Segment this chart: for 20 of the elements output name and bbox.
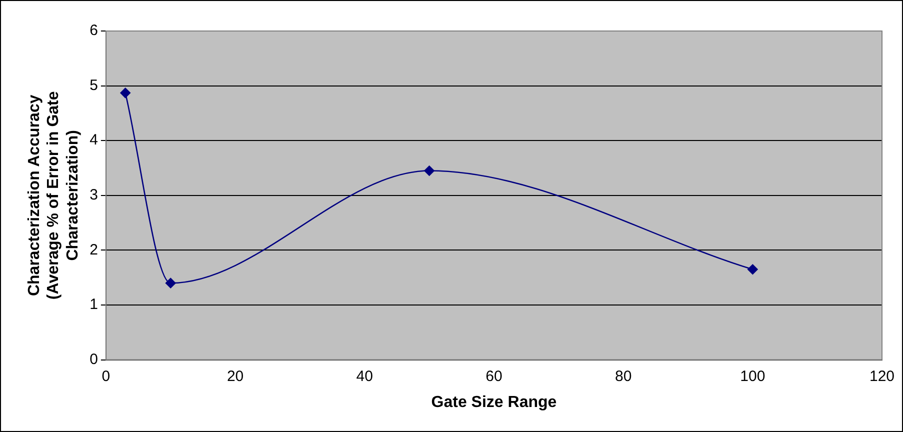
x-tick-label: 120: [869, 368, 895, 385]
point: [120, 88, 130, 98]
y-tick-label: 0: [90, 350, 98, 368]
y-tick-label: 5: [90, 76, 98, 94]
point: [165, 278, 176, 288]
y-tick-label: 1: [90, 296, 98, 314]
x-tick-label: 20: [226, 368, 244, 385]
y-tick-label: 3: [90, 186, 98, 204]
y-axis-title: Characterization Accuracy (Average % of Error in Gate Characterization): [26, 91, 82, 300]
y-tick-label: 2: [90, 241, 98, 258]
x-tick-label: 60: [486, 368, 502, 385]
x-tick-label: 80: [614, 368, 632, 385]
x-axis-title: Gate Size Range: [431, 394, 557, 411]
point: [424, 166, 434, 176]
x-tick-label: 0: [102, 368, 110, 385]
x-tick-label: 40: [356, 368, 373, 385]
y-tick-label: 4: [90, 132, 98, 149]
x-tick-label: 100: [740, 368, 766, 385]
point: [748, 264, 758, 275]
y-tick-label: 6: [90, 22, 98, 40]
